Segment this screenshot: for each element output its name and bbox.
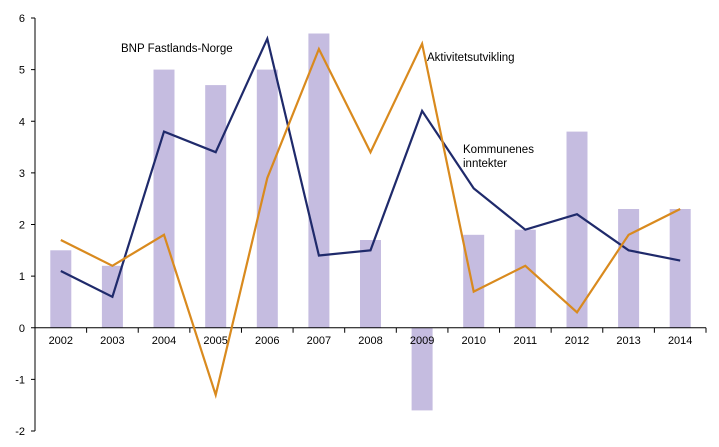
y-tick-label: -2 — [15, 426, 25, 438]
bar-2008 — [360, 240, 381, 328]
axes-group: 6 5 4 3 2 1 0 -1 -2 2002 2003 2004 2005 2006 2007 2008 2… — [15, 13, 707, 438]
y-tick-label: 3 — [19, 168, 25, 180]
y-tick-label: 0 — [19, 323, 25, 335]
y-tick-label: 6 — [19, 13, 25, 25]
annotation-label-3: Kommunenes — [463, 144, 534, 156]
x-tick-label-2007: 2007 — [307, 335, 331, 347]
x-tick-label-2012: 2012 — [565, 335, 589, 347]
annotation-label-2: Aktivitetsutvikling — [427, 52, 515, 64]
annotation-label-1: BNP Fastlands-Norge — [121, 43, 233, 55]
x-tick-label-2009: 2009 — [410, 335, 434, 347]
x-tick-label-2014: 2014 — [668, 335, 692, 347]
series-line-2 — [60, 40, 681, 399]
y-tick-label: 4 — [19, 116, 25, 128]
series-line-1 — [60, 35, 681, 299]
bar-2013 — [618, 209, 640, 328]
x-tick-label-2005: 2005 — [203, 335, 227, 347]
annotations-group: BNP Fastlands-Norge Aktivitetsutvikling Ko… — [121, 43, 534, 170]
x-tick-label-2011: 2011 — [514, 335, 538, 347]
bar-2014 — [669, 209, 691, 328]
x-tick-label-2003: 2003 — [100, 335, 124, 347]
x-tick-label-2010: 2010 — [461, 335, 485, 347]
bar-2006 — [256, 69, 278, 328]
annotation-label-3: inntekter — [463, 158, 507, 170]
x-tick-label-2004: 2004 — [152, 335, 176, 347]
bar-2005 — [205, 85, 227, 328]
y-tick-label: 2 — [19, 220, 25, 232]
lines-group — [60, 35, 681, 399]
bar-2002 — [50, 250, 72, 328]
x-tick-label-2013: 2013 — [616, 335, 640, 347]
x-tick-label-2002: 2002 — [49, 335, 73, 347]
bar-2004 — [153, 69, 175, 328]
bar-2009 — [411, 327, 433, 411]
bar-2012 — [566, 131, 588, 328]
x-tick-label-2008: 2008 — [358, 335, 382, 347]
x-tick-label-2006: 2006 — [255, 335, 279, 347]
bar-2010 — [463, 234, 485, 328]
y-tick-label: 5 — [19, 65, 25, 77]
bar-2007 — [308, 33, 330, 328]
bars-group — [50, 33, 691, 411]
bar-2011 — [514, 229, 536, 328]
y-tick-label: 1 — [19, 271, 25, 283]
y-tick-label: -1 — [15, 374, 25, 386]
